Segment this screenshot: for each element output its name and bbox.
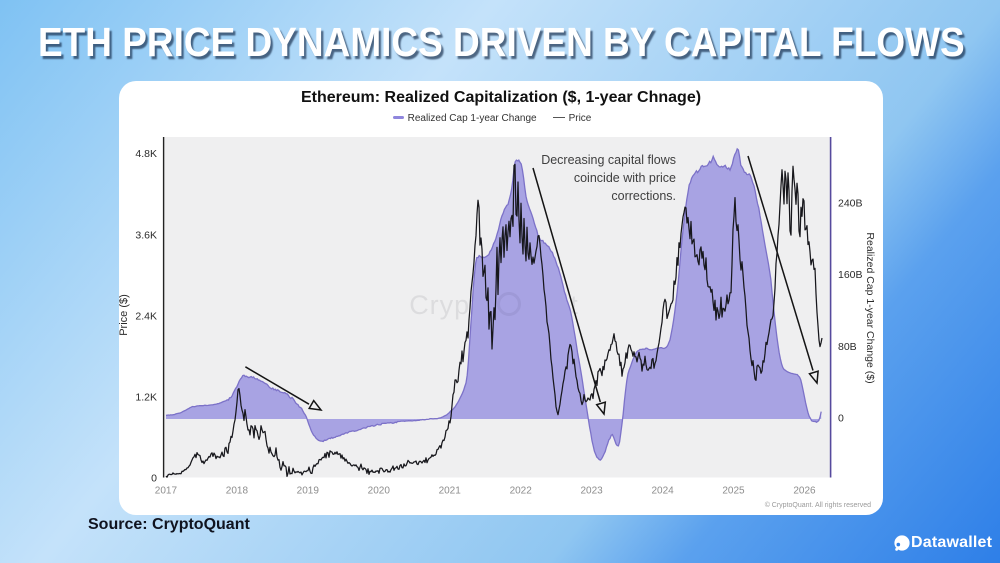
svg-text:80B: 80B	[838, 341, 857, 353]
svg-text:2019: 2019	[297, 486, 320, 497]
svg-text:2025: 2025	[722, 486, 745, 497]
svg-text:Realized Cap 1-year Change ($): Realized Cap 1-year Change ($)	[864, 232, 876, 383]
svg-text:2024: 2024	[651, 486, 674, 497]
svg-text:160B: 160B	[838, 269, 863, 281]
svg-text:240B: 240B	[838, 198, 863, 210]
svg-text:0: 0	[151, 472, 157, 484]
svg-text:4.8K: 4.8K	[135, 148, 157, 160]
svg-text:© CryptoQuant. All rights rese: © CryptoQuant. All rights reserved	[765, 501, 871, 509]
svg-text:3.6K: 3.6K	[135, 230, 157, 242]
svg-text:1.2K: 1.2K	[135, 392, 157, 404]
svg-text:2017: 2017	[155, 486, 178, 497]
svg-text:2020: 2020	[368, 486, 391, 497]
svg-text:2021: 2021	[439, 486, 462, 497]
svg-text:2018: 2018	[226, 486, 249, 497]
svg-text:2.4K: 2.4K	[135, 311, 157, 323]
svg-text:coincide with price: coincide with price	[574, 171, 676, 185]
svg-text:2022: 2022	[510, 486, 533, 497]
svg-text:Decreasing capital flows: Decreasing capital flows	[541, 153, 676, 167]
svg-text:Price ($): Price ($)	[118, 294, 130, 336]
svg-text:2023: 2023	[580, 486, 603, 497]
svg-text:0: 0	[838, 412, 844, 424]
svg-text:corrections.: corrections.	[611, 189, 676, 203]
svg-text:2026: 2026	[793, 486, 816, 497]
